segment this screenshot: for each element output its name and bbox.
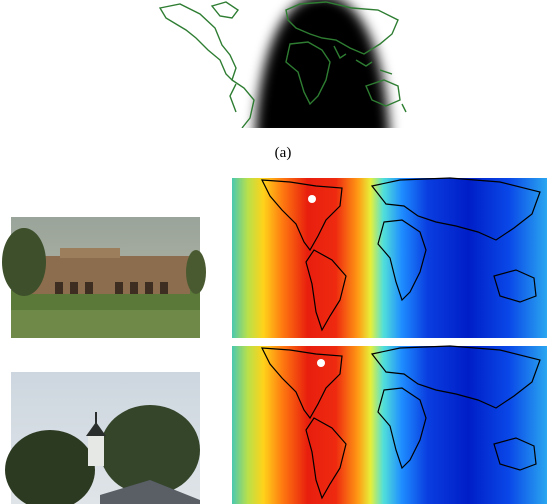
night-map [155,0,408,140]
caption: (a) [275,145,292,161]
page: (a) [0,0,547,504]
camera-location [317,359,325,367]
figure: (a) [0,0,547,504]
webcam-image [5,372,200,504]
heatmap [232,346,547,504]
webcam-image [2,217,206,338]
camera-location [308,195,316,203]
heatmap [232,178,547,338]
